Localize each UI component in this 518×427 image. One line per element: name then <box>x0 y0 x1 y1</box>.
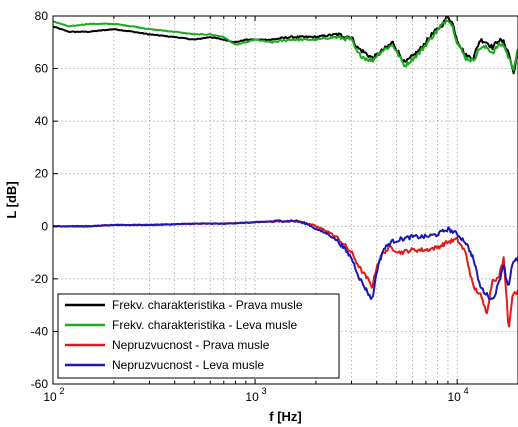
legend-entry: Frekv. charakteristika - Prava musle <box>112 298 303 312</box>
series-line <box>52 219 518 301</box>
y-tick-label: 0 <box>41 219 48 233</box>
x-tick-label: 10 <box>43 390 57 404</box>
x-tick-label-exponent: 3 <box>262 386 267 396</box>
legend: Frekv. charakteristika - Prava musle Frek… <box>57 293 340 379</box>
x-tick-label-exponent: 4 <box>464 386 469 396</box>
y-tick-label: 80 <box>35 9 49 23</box>
y-tick-label: -60 <box>31 377 49 391</box>
series-layer <box>52 15 518 328</box>
y-tick-label: -20 <box>31 272 49 286</box>
y-tick-label: 40 <box>35 114 49 128</box>
plot-frame <box>52 15 518 385</box>
legend-entry: Nepruzvucnost - Prava musle <box>112 338 270 352</box>
y-axis-label: L [dB] <box>4 181 19 218</box>
y-tick-label: 20 <box>35 167 49 181</box>
x-tick-label-exponent: 2 <box>59 386 64 396</box>
legend-entry: Nepruzvucnost - Leva musle <box>112 358 264 372</box>
grid <box>52 16 518 384</box>
y-tick-label: 60 <box>35 62 49 76</box>
x-tick-label: 10 <box>245 390 259 404</box>
ticks <box>52 15 518 385</box>
legend-entry: Frekv. charakteristika - Leva musle <box>112 318 297 332</box>
x-axis-label: f [Hz] <box>269 409 302 424</box>
x-tick-label: 10 <box>447 390 461 404</box>
y-tick-label: -40 <box>31 324 49 338</box>
series-line <box>52 19 518 72</box>
